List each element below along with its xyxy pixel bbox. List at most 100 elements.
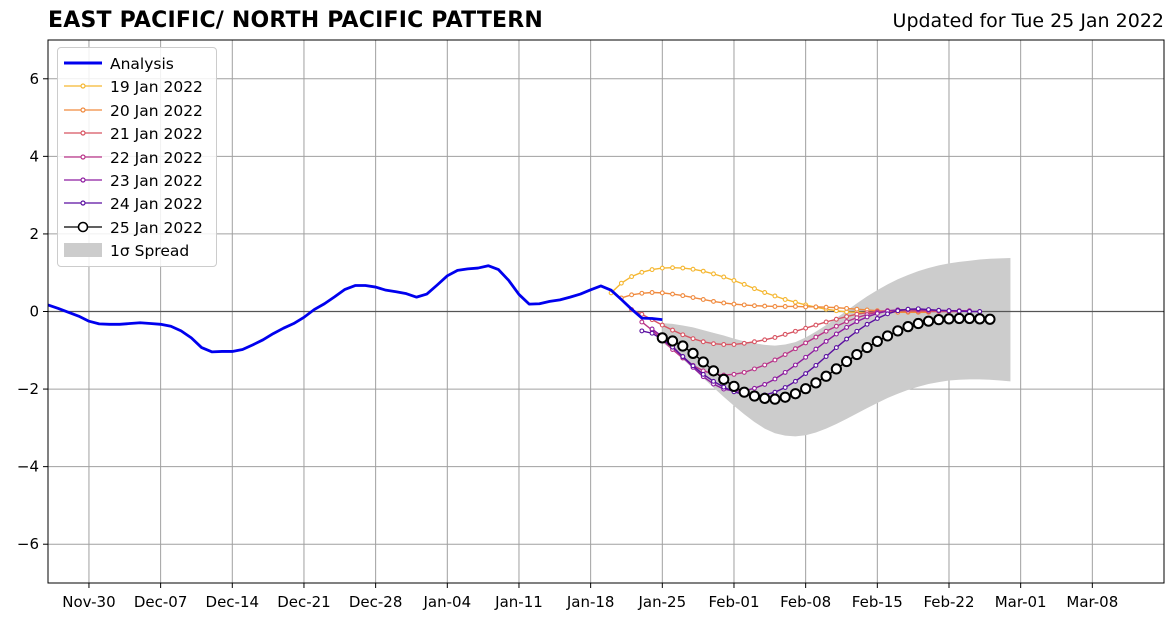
legend-item-25jan: 25 Jan 2022 [58, 216, 216, 239]
legend-label: 25 Jan 2022 [110, 218, 203, 237]
legend-label: 20 Jan 2022 [110, 101, 203, 120]
forecast-point-23-jan-2022 [792, 362, 798, 368]
forecast-point-19-jan-2022 [659, 265, 665, 271]
forecast-point-22-jan-2022 [741, 369, 747, 375]
legend-label: Analysis [110, 55, 174, 73]
forecast-point-25-jan-2022 [974, 313, 986, 325]
forecast-point-25-jan-2022 [789, 388, 802, 400]
forecast-point-19-jan-2022 [629, 274, 635, 280]
forecast-point-25-jan-2022 [861, 341, 873, 354]
forecast-point-23-jan-2022 [752, 385, 757, 391]
forecast-point-20-jan-2022 [833, 305, 839, 311]
forecast-point-24-jan-2022 [690, 363, 696, 369]
forecast-point-25-jan-2022 [830, 363, 842, 375]
y-tick-label: 4 [29, 147, 39, 165]
forecast-point-23-jan-2022 [782, 369, 788, 375]
legend-label: 21 Jan 2022 [110, 125, 203, 144]
forecast-point-25-jan-2022 [707, 365, 720, 377]
forecast-point-19-jan-2022 [700, 268, 706, 274]
y-tick-label: −6 [17, 535, 39, 553]
forecast-point-20-jan-2022 [813, 304, 819, 310]
forecast-point-21-jan-2022 [659, 322, 665, 328]
forecast-point-20-jan-2022 [844, 305, 850, 311]
legend-swatch-21jan [64, 130, 102, 136]
forecast-point-19-jan-2022 [792, 299, 798, 305]
forecast-point-21-jan-2022 [680, 332, 686, 338]
forecast-point-19-jan-2022 [639, 269, 645, 275]
legend-swatch-spread [64, 243, 102, 258]
forecast-point-22-jan-2022 [752, 366, 757, 372]
forecast-point-22-jan-2022 [854, 315, 860, 321]
y-tick-label: 2 [29, 225, 39, 243]
forecast-point-24-jan-2022 [895, 308, 901, 314]
forecast-point-24-jan-2022 [772, 389, 778, 395]
forecast-point-20-jan-2022 [741, 302, 747, 308]
forecast-point-23-jan-2022 [649, 326, 655, 332]
forecast-point-20-jan-2022 [680, 293, 686, 299]
forecast-point-19-jan-2022 [721, 274, 727, 280]
forecast-point-22-jan-2022 [844, 319, 850, 325]
legend-swatch-20jan [64, 107, 102, 113]
forecast-point-24-jan-2022 [864, 321, 870, 327]
legend-item-22jan: 22 Jan 2022 [58, 146, 216, 169]
forecast-point-20-jan-2022 [792, 304, 798, 309]
forecast-point-25-jan-2022 [871, 335, 883, 347]
forecast-point-20-jan-2022 [823, 304, 829, 310]
legend-item-analysis: Analysis [58, 52, 216, 75]
forecast-point-25-jan-2022 [953, 312, 965, 325]
forecast-point-24-jan-2022 [711, 378, 716, 384]
forecast-point-21-jan-2022 [711, 341, 716, 347]
forecast-point-25-jan-2022 [656, 332, 668, 344]
forecast-point-25-jan-2022 [912, 317, 924, 330]
forecast-point-23-jan-2022 [813, 346, 819, 352]
y-tick-label: 6 [29, 70, 39, 88]
forecast-point-24-jan-2022 [967, 309, 972, 314]
forecast-point-19-jan-2022 [680, 265, 686, 271]
forecast-point-24-jan-2022 [792, 378, 798, 384]
forecast-point-20-jan-2022 [690, 295, 696, 300]
x-tick-label: Dec-07 [134, 593, 188, 611]
forecast-point-24-jan-2022 [915, 306, 921, 312]
forecast-point-19-jan-2022 [731, 278, 737, 283]
forecast-point-25-jan-2022 [677, 340, 689, 352]
legend-item-24jan: 24 Jan 2022 [58, 192, 216, 215]
legend-swatch-23jan [64, 177, 102, 183]
legend-item-spread: 1σ Spread [58, 239, 216, 262]
axes: −6 −4 −2 0 2 4 6 Nov-30 Dec-07 Dec-14 Dec-21 Dec-28… [17, 39, 1165, 611]
forecast-point-23-jan-2022 [874, 310, 880, 316]
x-tick-label: Feb-15 [852, 593, 903, 611]
forecast-point-19-jan-2022 [782, 297, 788, 302]
legend-item-20jan: 20 Jan 2022 [58, 99, 216, 122]
legend-label: 1σ Spread [110, 242, 190, 261]
y-tick-label: −2 [17, 380, 39, 398]
legend-label: 19 Jan 2022 [110, 78, 203, 97]
forecast-point-20-jan-2022 [762, 303, 768, 309]
forecast-point-22-jan-2022 [639, 319, 645, 325]
forecast-point-23-jan-2022 [864, 314, 870, 320]
forecast-point-20-jan-2022 [721, 300, 727, 306]
forecast-point-24-jan-2022 [844, 336, 850, 342]
legend-label: 24 Jan 2022 [110, 195, 203, 214]
forecast-point-24-jan-2022 [721, 384, 727, 390]
forecast-point-22-jan-2022 [803, 340, 809, 346]
forecast-point-21-jan-2022 [813, 322, 819, 328]
x-tick-label: Jan-11 [494, 593, 543, 611]
forecast-point-19-jan-2022 [649, 267, 655, 273]
forecast-point-20-jan-2022 [649, 290, 655, 295]
forecast-point-22-jan-2022 [772, 357, 778, 363]
forecast-point-25-jan-2022 [881, 330, 894, 342]
forecast-point-20-jan-2022 [803, 304, 809, 310]
forecast-point-24-jan-2022 [874, 316, 880, 321]
forecast-point-25-jan-2022 [666, 335, 679, 347]
forecast-point-24-jan-2022 [823, 354, 829, 359]
forecast-point-24-jan-2022 [782, 385, 788, 390]
forecast-point-20-jan-2022 [629, 292, 635, 298]
legend-item-23jan: 23 Jan 2022 [58, 169, 216, 192]
forecast-point-21-jan-2022 [823, 319, 829, 325]
forecast-point-25-jan-2022 [738, 386, 750, 398]
forecast-point-21-jan-2022 [803, 325, 809, 331]
legend: Analysis 19 Jan 2022 20 Jan 2022 21 Jan … [57, 47, 217, 267]
forecast-point-25-jan-2022 [922, 315, 935, 327]
forecast-point-21-jan-2022 [670, 327, 676, 333]
